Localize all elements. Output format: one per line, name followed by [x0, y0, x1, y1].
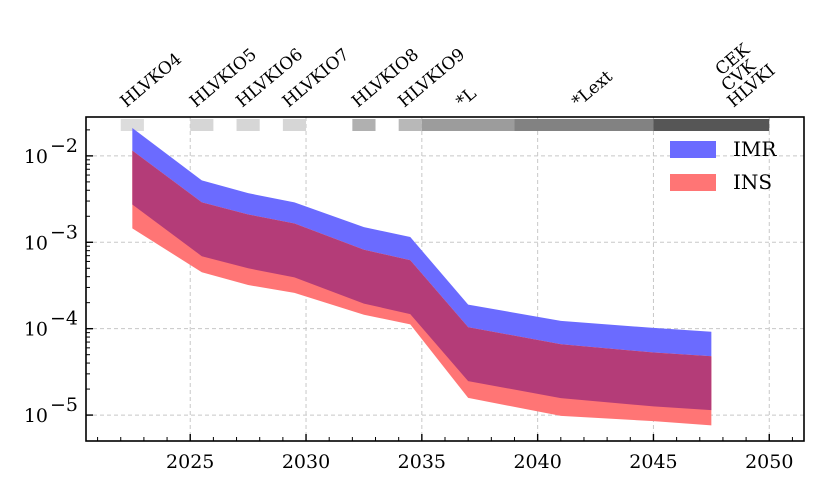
y-tick-exponent: −3: [50, 221, 78, 243]
legend-label-ins: INS: [733, 170, 772, 194]
legend-swatch-imr: [670, 141, 716, 158]
observing-run-bar-6: [421, 119, 515, 131]
observing-run-bar-5: [398, 119, 422, 131]
observing-run-label-0: HLVKO4: [117, 49, 186, 111]
observing-run-label-7: *Lext: [568, 67, 616, 112]
observing-run-bars: [120, 119, 770, 131]
observing-run-bar-1: [190, 119, 214, 131]
x-tick-label: 2025: [166, 451, 214, 473]
y-tick-exponent: −5: [50, 394, 78, 416]
series-bands: [132, 128, 712, 426]
legend-label-imr: IMR: [733, 137, 777, 161]
legend: IMR INS: [670, 137, 777, 194]
band-imr: [132, 128, 712, 357]
observing-run-label-6: *L: [453, 84, 481, 112]
x-tick-label: 2035: [398, 451, 446, 473]
band-overlap: [132, 150, 712, 411]
observing-run-bar-8: [653, 119, 770, 131]
observing-run-labels: HLVKO4 HLVKIO5HLVKIO6HLVKIO7HLVKIO8HLVKIO…: [117, 40, 780, 112]
observing-run-bar-7: [514, 119, 654, 131]
y-tick-exponent: −4: [50, 308, 78, 330]
observing-run-bar-2: [236, 119, 260, 131]
y-tick-label: 10: [24, 319, 48, 341]
x-tick-label: 2045: [629, 451, 677, 473]
x-tick-label: 2030: [282, 451, 330, 473]
observing-run-bar-0: [120, 119, 144, 131]
observing-run-bar-4: [352, 119, 376, 131]
y-tick-label: 10: [24, 232, 48, 254]
y-tick-exponent: −2: [50, 135, 78, 157]
x-tick-label: 2050: [745, 451, 793, 473]
y-tick-label: 10: [24, 405, 48, 427]
y-tick-label: 10: [24, 146, 48, 168]
x-tick-label: 2040: [513, 451, 561, 473]
observing-run-bar-3: [282, 119, 307, 131]
legend-swatch-ins: [670, 174, 716, 191]
